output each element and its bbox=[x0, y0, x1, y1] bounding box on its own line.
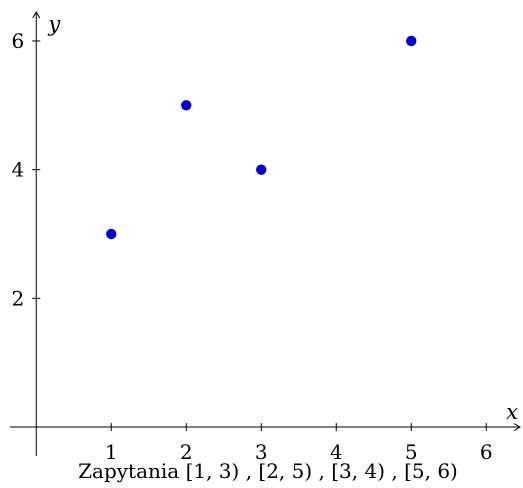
data-point bbox=[406, 35, 417, 47]
y-tick-label: 2 bbox=[12, 286, 25, 310]
y-axis-arrow bbox=[32, 11, 41, 19]
y-axis: 2 4 6 bbox=[12, 11, 41, 456]
x-tick-label: 1 bbox=[105, 440, 118, 464]
x-axis-arrow bbox=[513, 423, 521, 431]
data-point bbox=[106, 228, 117, 240]
data-point bbox=[181, 100, 192, 111]
y-tick-label: 6 bbox=[12, 29, 25, 53]
x-axis: 1 2 3 4 5 6 bbox=[10, 423, 521, 464]
x-tick-label: 2 bbox=[180, 440, 193, 464]
x-tick-label: 5 bbox=[405, 440, 418, 464]
y-axis-label: y bbox=[47, 12, 61, 36]
chart-caption: Zapytania [1, 3) , [2, 5) , [3, 4) , [5,… bbox=[78, 459, 458, 483]
x-tick-label: 3 bbox=[255, 440, 268, 464]
data-points bbox=[106, 35, 417, 240]
x-axis-label: x bbox=[506, 400, 518, 424]
y-tick-label: 4 bbox=[12, 158, 25, 182]
x-tick-label: 4 bbox=[330, 440, 343, 464]
data-point bbox=[256, 164, 267, 175]
x-tick-label: 6 bbox=[480, 440, 493, 464]
